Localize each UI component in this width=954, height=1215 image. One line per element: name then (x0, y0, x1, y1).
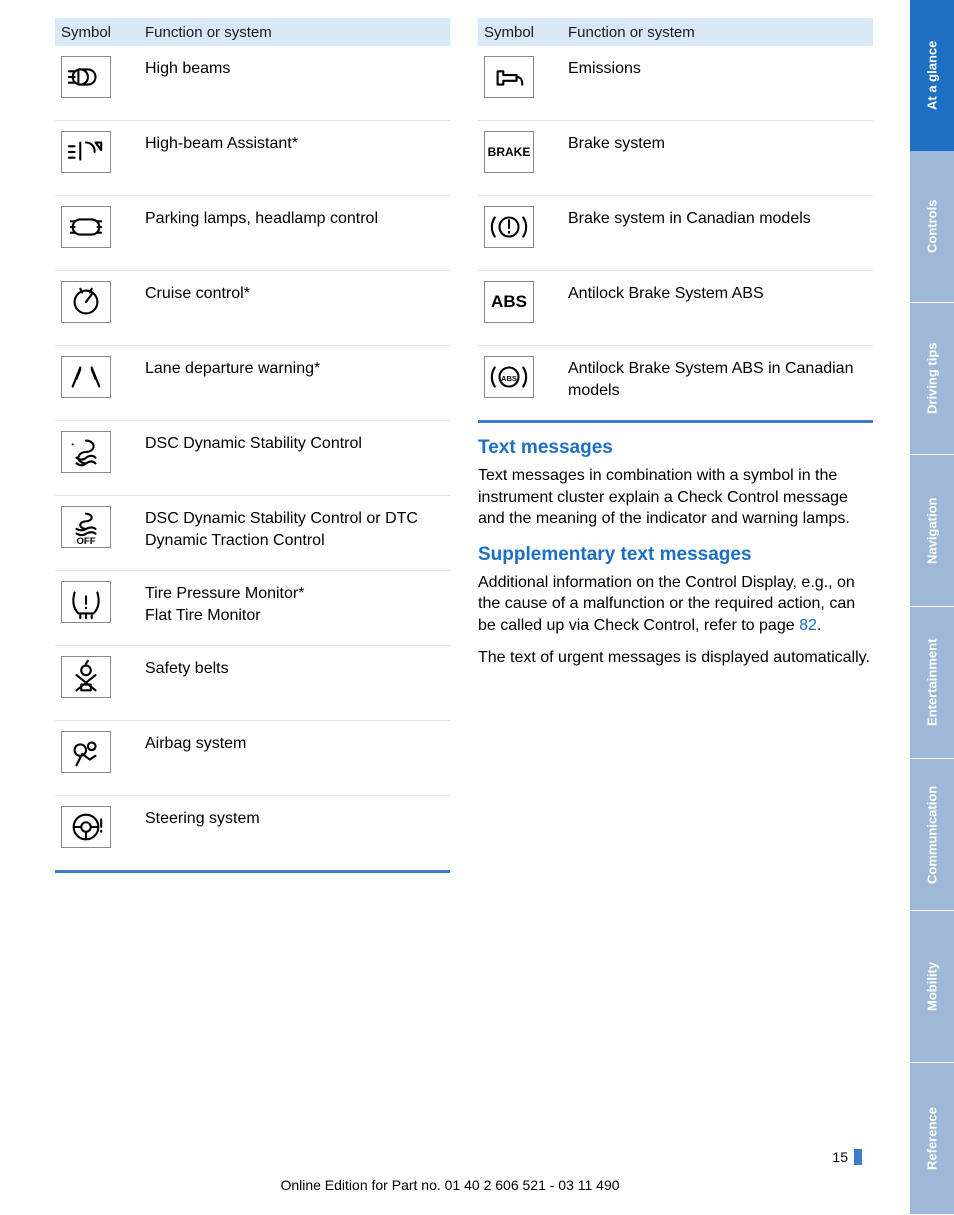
table-row: OFF DSC Dynamic Stability Control or DTC … (55, 496, 450, 571)
symbol-cell: BRAKE (478, 131, 568, 173)
header-function-right: Function or system (568, 24, 873, 41)
svg-text:OFF: OFF (77, 536, 96, 546)
text-messages-heading: Text messages (478, 437, 873, 459)
header-symbol-left: Symbol (55, 24, 145, 41)
sidebar-tab-driving-tips[interactable]: Driving tips (910, 303, 954, 455)
dsc-icon (61, 431, 111, 473)
airbag-icon (61, 731, 111, 773)
symbol-cell (55, 281, 145, 323)
brake-canadian-icon (484, 206, 534, 248)
table-row: High-beam Assistant* (55, 121, 450, 196)
function-cell: Cruise control* (145, 281, 450, 305)
page-ref-link[interactable]: 82 (799, 617, 817, 634)
table-row: Steering system (55, 796, 450, 873)
steering-icon (61, 806, 111, 848)
brake-text-icon: BRAKE (484, 131, 534, 173)
table-row: Cruise control* (55, 271, 450, 346)
table-header-right: Symbol Function or system (478, 18, 873, 46)
symbol-cell (55, 656, 145, 698)
abs-text-icon: ABS (484, 281, 534, 323)
table-row: Tire Pressure Monitor*Flat Tire Monitor (55, 571, 450, 646)
emissions-icon (484, 56, 534, 98)
header-function-left: Function or system (145, 24, 450, 41)
footer-text: Online Edition for Part no. 01 40 2 606 … (0, 1177, 900, 1193)
function-cell: Brake system in Canadian models (568, 206, 873, 230)
supplementary-body-2: The text of urgent messages is displayed… (478, 647, 873, 669)
function-cell: Parking lamps, headlamp control (145, 206, 450, 230)
right-column: Symbol Function or system Emissions BRAKE… (478, 18, 873, 873)
safety-belts-icon (61, 656, 111, 698)
text-messages-body: Text messages in combination with a symb… (478, 465, 873, 530)
symbol-cell: OFF (55, 506, 145, 548)
symbol-cell (55, 731, 145, 773)
function-cell: Emissions (568, 56, 873, 80)
right-table-body: Emissions BRAKE Brake system Brake system i… (478, 46, 873, 423)
function-cell: DSC Dynamic Stability Control or DTC Dyn… (145, 506, 450, 551)
symbol-cell (55, 206, 145, 248)
symbol-cell (55, 806, 145, 848)
dsc-off-icon: OFF (61, 506, 111, 548)
function-cell: Antilock Brake System ABS in Canadian mo… (568, 356, 873, 401)
supp-body-1b: . (817, 617, 821, 634)
function-cell: Steering system (145, 806, 450, 830)
function-cell: Airbag system (145, 731, 450, 755)
cruise-control-icon (61, 281, 111, 323)
table-row: Lane departure warning* (55, 346, 450, 421)
sidebar-tab-communication[interactable]: Communication (910, 759, 954, 911)
symbol-cell: ABS (478, 356, 568, 398)
sidebar-tab-mobility[interactable]: Mobility (910, 911, 954, 1063)
table-row: ABS Antilock Brake System ABS in Canadian… (478, 346, 873, 423)
page: Symbol Function or system High beamsHigh… (0, 0, 954, 1215)
symbol-cell (478, 56, 568, 98)
table-row: Brake system in Canadian models (478, 196, 873, 271)
symbol-cell (55, 431, 145, 473)
symbol-cell (55, 581, 145, 623)
left-table-body: High beams High-beam Assistant* Parking la… (55, 46, 450, 873)
symbol-cell: ABS (478, 281, 568, 323)
table-row: ABS Antilock Brake System ABS (478, 271, 873, 346)
function-cell: Antilock Brake System ABS (568, 281, 873, 305)
function-cell: Brake system (568, 131, 873, 155)
table-row: BRAKE Brake system (478, 121, 873, 196)
symbol-cell (55, 356, 145, 398)
high-beam-icon (61, 56, 111, 98)
header-symbol-right: Symbol (478, 24, 568, 41)
high-beam-assist-icon (61, 131, 111, 173)
function-cell: Safety belts (145, 656, 450, 680)
left-column: Symbol Function or system High beamsHigh… (55, 18, 450, 873)
function-cell: High-beam Assistant* (145, 131, 450, 155)
supplementary-body-1: Additional information on the Control Di… (478, 572, 873, 637)
content-columns: Symbol Function or system High beamsHigh… (55, 18, 873, 873)
sidebar-tab-at-a-glance[interactable]: At a glance (910, 0, 954, 151)
tire-pressure-icon (61, 581, 111, 623)
table-row: Emissions (478, 46, 873, 121)
svg-text:ABS: ABS (501, 374, 517, 383)
sidebar-tab-reference[interactable]: Reference (910, 1063, 954, 1215)
lane-departure-icon (61, 356, 111, 398)
sidebar-tabs: At a glanceControlsDriving tipsNavigatio… (910, 0, 954, 1215)
sidebar-tab-navigation[interactable]: Navigation (910, 455, 954, 607)
symbol-cell (55, 56, 145, 98)
page-number-bar-icon (854, 1149, 862, 1165)
abs-canadian-icon: ABS (484, 356, 534, 398)
function-cell: High beams (145, 56, 450, 80)
parking-lamps-icon (61, 206, 111, 248)
page-number: 15 (832, 1149, 848, 1165)
function-cell: DSC Dynamic Stability Control (145, 431, 450, 455)
function-cell: Lane departure warning* (145, 356, 450, 380)
table-row: Parking lamps, headlamp control (55, 196, 450, 271)
symbol-cell (55, 131, 145, 173)
table-row: High beams (55, 46, 450, 121)
sidebar-tab-entertainment[interactable]: Entertainment (910, 607, 954, 759)
function-cell: Tire Pressure Monitor*Flat Tire Monitor (145, 581, 450, 626)
supplementary-heading: Supplementary text messages (478, 544, 873, 566)
table-row: DSC Dynamic Stability Control (55, 421, 450, 496)
symbol-cell (478, 206, 568, 248)
table-header-left: Symbol Function or system (55, 18, 450, 46)
table-row: Airbag system (55, 721, 450, 796)
sidebar-tab-controls[interactable]: Controls (910, 151, 954, 303)
page-number-block: 15 (832, 1149, 862, 1165)
table-row: Safety belts (55, 646, 450, 721)
